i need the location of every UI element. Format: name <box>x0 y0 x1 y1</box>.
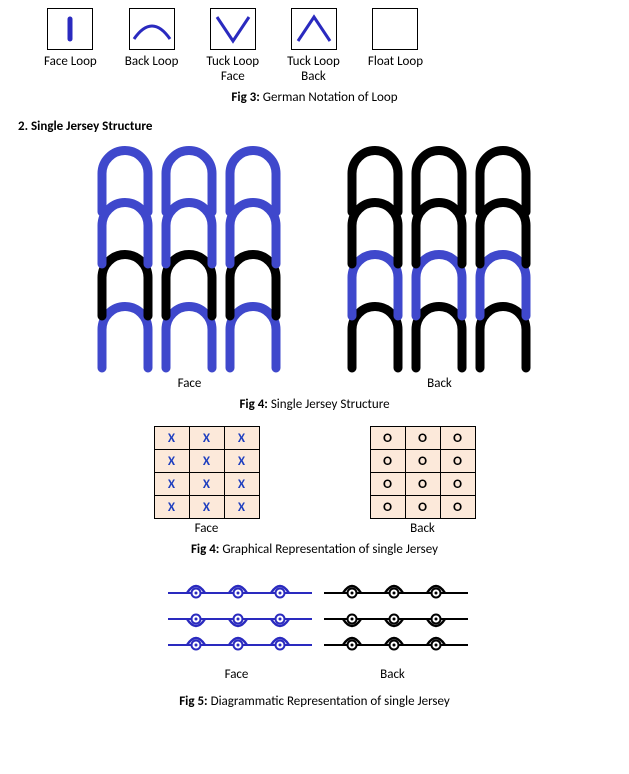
grid-cell: X <box>154 496 189 519</box>
grid-cell: O <box>440 450 475 473</box>
fig4b-caption: Fig 4: Graphical Representation of singl… <box>18 542 611 557</box>
grid-back-table: OOOOOOOOOOOO <box>370 426 476 519</box>
diag-face-label: Face <box>225 667 249 682</box>
diag-face-col: Face <box>162 575 312 682</box>
grid-cell: O <box>405 473 440 496</box>
diag-face-svg <box>162 575 312 665</box>
notation-box <box>372 8 418 50</box>
tuck-back-icon <box>292 9 336 49</box>
notation-box <box>129 8 175 50</box>
grid-back-label: Back <box>410 521 435 536</box>
grid-cell: X <box>189 427 224 450</box>
notation-face-loop: Face Loop <box>44 8 97 69</box>
fig5-caption: Fig 5: Diagrammatic Representation of si… <box>18 694 611 709</box>
fig3-caption: Fig 3: German Notation of Loop <box>18 90 611 105</box>
notation-tuck-face: Tuck Loop Face <box>206 8 259 84</box>
fig3-text: German Notation of Loop <box>263 90 398 105</box>
grid-cell: X <box>189 496 224 519</box>
fig4a-caption: Fig 4: Single Jersey Structure <box>18 397 611 412</box>
grid-cell: O <box>405 450 440 473</box>
grid-cell: O <box>370 496 405 519</box>
grid-face-label: Face <box>195 521 219 536</box>
fig4a-text: Single Jersey Structure <box>271 397 390 412</box>
grid-cell: O <box>370 473 405 496</box>
jersey-face-col: Face <box>80 144 300 391</box>
notation-label: Back Loop <box>125 54 179 69</box>
grid-cell: X <box>224 427 259 450</box>
diag-back-label: Back <box>380 667 405 682</box>
notation-label: Tuck Loop Back <box>287 54 340 84</box>
grid-cell: X <box>224 473 259 496</box>
german-notation-row: Face Loop Back Loop Tuck Loop Face Tuck … <box>44 8 611 84</box>
notation-tuck-back: Tuck Loop Back <box>287 8 340 84</box>
notation-back-loop: Back Loop <box>125 8 179 69</box>
diag-back-svg <box>318 575 468 665</box>
float-loop-icon <box>373 9 417 49</box>
fig4a-prefix: Fig 4: <box>239 397 267 412</box>
fig5-text: Diagrammatic Representation of single Je… <box>211 694 450 709</box>
grid-cell: X <box>224 450 259 473</box>
back-loop-icon <box>130 9 174 49</box>
grid-cell: X <box>154 427 189 450</box>
notation-label: Float Loop <box>368 54 423 69</box>
notation-box <box>47 8 93 50</box>
jersey-back-col: Back <box>330 144 550 391</box>
grid-back-col: OOOOOOOOOOOO Back <box>370 426 476 536</box>
diagrammatic-row: Face Back <box>18 575 611 682</box>
grid-cell: O <box>440 496 475 519</box>
grid-face-table: XXXXXXXXXXXX <box>154 426 260 519</box>
jersey-face-diagram <box>80 144 300 374</box>
grid-cell: X <box>154 473 189 496</box>
notation-box <box>210 8 256 50</box>
jersey-back-diagram <box>330 144 550 374</box>
face-loop-icon <box>48 9 92 49</box>
fig5-prefix: Fig 5: <box>179 694 207 709</box>
grid-face-col: XXXXXXXXXXXX Face <box>154 426 260 536</box>
graphical-grids-row: XXXXXXXXXXXX Face OOOOOOOOOOOO Back <box>18 426 611 536</box>
grid-cell: X <box>189 473 224 496</box>
diag-back-col: Back <box>318 575 468 682</box>
grid-cell: O <box>370 450 405 473</box>
jersey-diagrams-row: Face Back <box>18 144 611 391</box>
section-heading: 2. Single Jersey Structure <box>18 119 611 134</box>
grid-cell: X <box>189 450 224 473</box>
notation-float-loop: Float Loop <box>368 8 423 69</box>
tuck-face-icon <box>211 9 255 49</box>
notation-label: Tuck Loop Face <box>206 54 259 84</box>
fig4b-prefix: Fig 4: <box>191 542 219 557</box>
grid-cell: O <box>440 473 475 496</box>
grid-cell: X <box>154 450 189 473</box>
notation-box <box>291 8 337 50</box>
fig4b-text: Graphical Representation of single Jerse… <box>222 542 438 557</box>
grid-cell: O <box>405 496 440 519</box>
grid-cell: O <box>405 427 440 450</box>
notation-label: Face Loop <box>44 54 97 69</box>
fig3-prefix: Fig 3: <box>231 90 259 105</box>
grid-cell: O <box>440 427 475 450</box>
jersey-face-label: Face <box>178 376 202 391</box>
grid-cell: X <box>224 496 259 519</box>
grid-cell: O <box>370 427 405 450</box>
jersey-back-label: Back <box>427 376 452 391</box>
